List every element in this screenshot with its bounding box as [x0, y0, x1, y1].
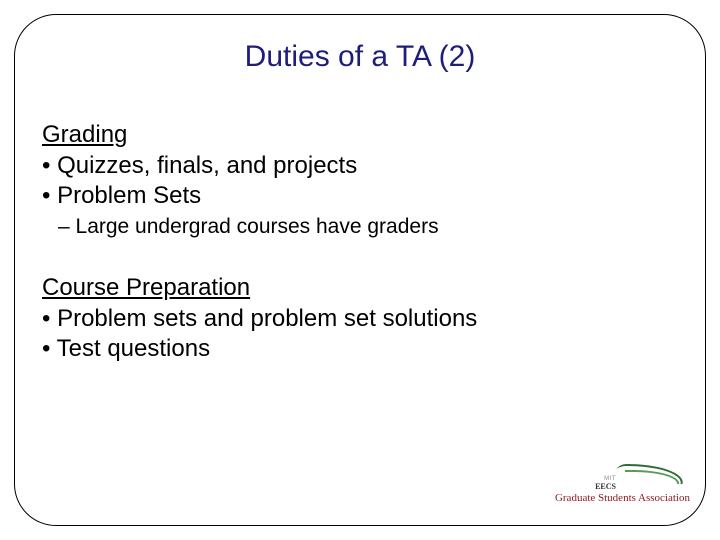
bullet-item: • Problem sets and problem set solutions: [42, 304, 678, 335]
bullet-text: Quizzes, finals, and projects: [57, 152, 357, 179]
bullet-text: Problem sets and problem set solutions: [57, 305, 477, 332]
logo-text-eecs: EECS: [595, 482, 616, 491]
sub-bullet-item: – Large undergrad courses have graders: [58, 214, 678, 241]
logo-text-main: Graduate Students Association: [555, 492, 690, 504]
bullet-text: Problem Sets: [57, 182, 201, 209]
slide-title: Duties of a TA (2): [0, 40, 720, 74]
section-heading: Grading: [42, 120, 678, 151]
section-heading: Course Preparation: [42, 273, 678, 304]
section-gap: [42, 241, 678, 273]
bullet-text: Test questions: [57, 335, 210, 362]
slide: Duties of a TA (2) Grading • Quizzes, fi…: [0, 0, 720, 540]
bullet-item: • Test questions: [42, 334, 678, 365]
slide-content: Grading • Quizzes, finals, and projects …: [42, 120, 678, 365]
bullet-item: • Quizzes, finals, and projects: [42, 151, 678, 182]
sub-bullet-text: Large undergrad courses have graders: [76, 215, 439, 238]
bullet-item: • Problem Sets: [42, 181, 678, 212]
footer-logo: MIT EECS Graduate Students Association: [520, 464, 690, 510]
